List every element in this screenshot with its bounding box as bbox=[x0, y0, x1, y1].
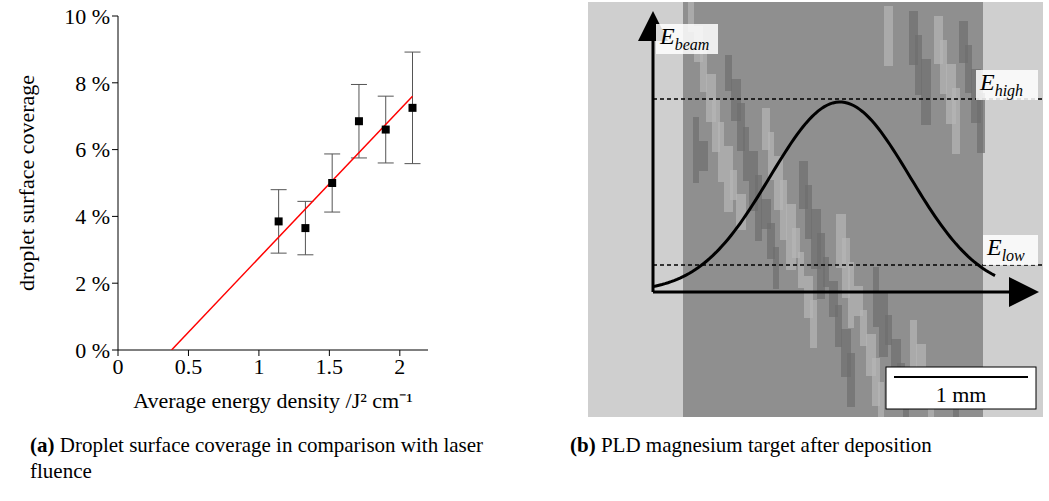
svg-text:Average energy density /J² cm⁻: Average energy density /J² cm⁻¹ bbox=[133, 388, 413, 413]
svg-text:Elow: Elow bbox=[986, 234, 1025, 264]
svg-text:6 %: 6 % bbox=[75, 137, 110, 162]
svg-text:1.5: 1.5 bbox=[316, 354, 344, 379]
svg-text:droplet surface coverage: droplet surface coverage bbox=[14, 75, 39, 291]
svg-text:10 %: 10 % bbox=[64, 4, 110, 29]
svg-text:0 %: 0 % bbox=[75, 338, 110, 363]
svg-text:2 %: 2 % bbox=[75, 271, 110, 296]
svg-text:2: 2 bbox=[394, 354, 405, 379]
svg-text:8 %: 8 % bbox=[75, 71, 110, 96]
svg-text:4 %: 4 % bbox=[75, 204, 110, 229]
svg-text:1 mm: 1 mm bbox=[936, 382, 987, 407]
svg-text:Ehigh: Ehigh bbox=[979, 69, 1023, 100]
html-text:(a) Droplet surface coverage i: (a) Droplet surface coverage in comparis… bbox=[30, 433, 484, 483]
html-text:(b) PLD magnesium target after: (b) PLD magnesium target after depositio… bbox=[570, 433, 932, 457]
svg-text:1: 1 bbox=[253, 354, 264, 379]
svg-text:0.5: 0.5 bbox=[175, 354, 203, 379]
svg-text:Ebeam: Ebeam bbox=[659, 23, 709, 53]
svg-text:0: 0 bbox=[113, 354, 124, 379]
